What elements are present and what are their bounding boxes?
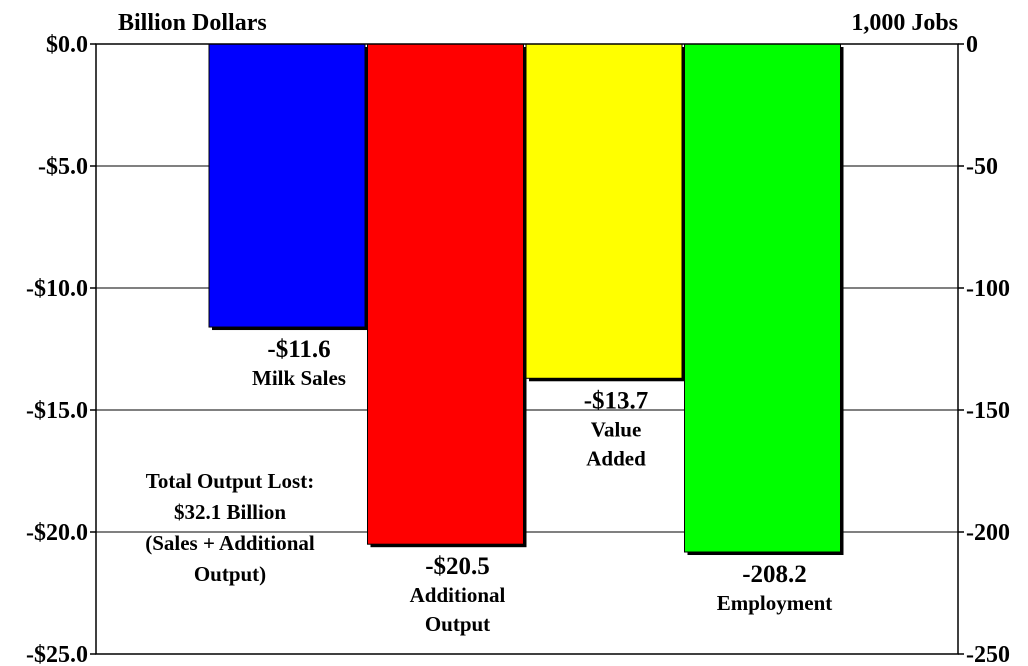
annotation-line: Total Output Lost: [146,469,314,493]
right-tick-label: -200 [966,520,1010,546]
bar-category-label: Milk Sales [252,366,346,390]
bar-value-added [525,43,683,379]
left-tick-label: $0.0 [46,32,88,58]
value-labels: -$11.6 -$20.5 -$13.7 -208.2 [267,336,806,588]
bar-category-label: Employment [717,591,833,615]
right-tick-label: -250 [966,642,1010,666]
bar-value-label: -$11.6 [267,336,330,363]
bar-category-label: Output [425,612,490,636]
right-tick-label: 0 [966,32,978,58]
bar-value-label: -208.2 [742,561,807,588]
plot-frame [95,43,959,655]
total-output-annotation: Total Output Lost: $32.1 Billion (Sales + … [145,469,315,586]
left-tick-label: -$5.0 [38,154,88,180]
bar-category-label: Additional [410,583,506,607]
bar-category-label: Added [586,446,646,470]
bar-value-label: -$13.7 [584,387,649,414]
right-axis-title: 1,000 Jobs [851,10,958,36]
bar-value-label: -$20.5 [425,553,490,580]
bar-additional-output [367,43,524,545]
annotation-line: (Sales + Additional [145,531,315,555]
category-labels: Milk Sales Additional Output Value Added Empl… [252,366,832,636]
left-axis-ticks: $0.0 -$5.0 -$10.0 -$15.0 -$20.0 -$25.0 [26,32,96,666]
left-axis-title: Billion Dollars [118,10,267,36]
right-tick-label: -50 [966,154,998,180]
annotation-line: Output) [194,562,266,586]
right-axis-ticks: 0 -50 -100 -150 -200 -250 [958,32,1010,666]
bar-category-label: Value [591,417,642,441]
bar-milk-sales [208,43,366,328]
right-tick-label: -150 [966,398,1010,424]
left-tick-label: -$10.0 [26,276,88,302]
left-tick-label: -$15.0 [26,398,88,424]
annotation-line: $32.1 Billion [174,500,286,524]
bar-employment [684,43,841,553]
bars-group [208,43,844,556]
right-tick-label: -100 [966,276,1010,302]
left-tick-label: -$20.0 [26,520,88,546]
left-tick-label: -$25.0 [26,642,88,666]
